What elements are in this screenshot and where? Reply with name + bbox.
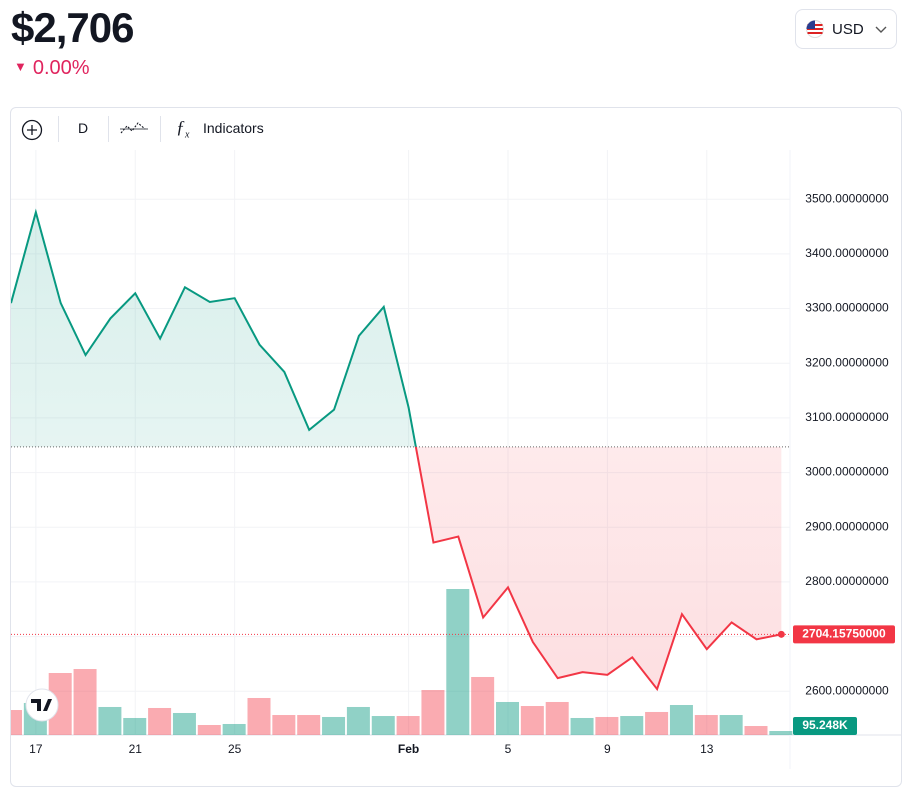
volume-bar (496, 701, 519, 735)
volume-bar (272, 715, 296, 735)
volume-bar (123, 717, 147, 735)
volume-bar (545, 701, 569, 735)
volume-bar (669, 705, 693, 735)
x-tick-label: 17 (29, 742, 43, 756)
logo (25, 688, 59, 722)
separator (108, 116, 109, 142)
flag (806, 20, 824, 38)
volume-bar (11, 710, 22, 735)
chart: 2600.000000002700.000000002800.000000002… (11, 150, 901, 769)
y-tick-label: 3400.00000000 (805, 246, 889, 260)
x-tick-label: 25 (228, 742, 242, 756)
x-tick-label: Feb (398, 742, 419, 756)
area-up (11, 212, 416, 447)
currency-select[interactable]: USD (795, 9, 897, 49)
chevron (875, 26, 887, 33)
price-line-down (414, 446, 782, 692)
volume-bar (197, 725, 221, 735)
x-tick-label: 21 (129, 742, 143, 756)
volume-bar (322, 716, 346, 735)
volume-bar (48, 673, 72, 735)
indicators[interactable]: Indicators (203, 120, 264, 136)
price-line-up (11, 208, 417, 447)
y-tick-label: 2600.00000000 (805, 683, 889, 697)
logo-mark (31, 699, 52, 711)
volume-badge (793, 717, 857, 735)
volume-bar (297, 715, 321, 735)
volume-bar (247, 697, 271, 735)
x-tick-label: 5 (505, 742, 512, 756)
volume-bar (769, 730, 793, 735)
volume-bar (471, 676, 495, 735)
interval[interactable]: D (78, 120, 89, 136)
fx-icon: ƒx (176, 117, 190, 141)
volume-bar (719, 715, 743, 735)
volume-bar (346, 706, 370, 735)
y-tick-label: 3300.00000000 (805, 301, 889, 315)
down-arrow: ▼ (14, 59, 27, 74)
page: {"header": {"price": "$2,706", "change":… (10, 4, 902, 787)
x-tick-label: 9 (604, 742, 611, 756)
y-tick-label: 2800.00000000 (805, 574, 889, 588)
y-tick-label: 2900.00000000 (805, 519, 889, 533)
currency: USD (832, 21, 864, 38)
volume-label: 95.248K (802, 718, 848, 732)
change: ▼ 0.00% (14, 57, 90, 80)
volume-bar (570, 717, 594, 735)
change-value: 0.00% (32, 57, 90, 79)
volume-bar (520, 706, 544, 735)
y-tick-label: 3500.00000000 (805, 191, 889, 205)
volume-bar (73, 669, 97, 735)
volume-bar (744, 726, 768, 735)
add-button[interactable] (21, 119, 43, 141)
volume-bar (148, 707, 172, 735)
volume-bar (595, 716, 619, 735)
volume-bar (421, 690, 445, 735)
separator (58, 116, 59, 142)
chart-type[interactable] (119, 119, 149, 139)
y-tick-label: 3100.00000000 (805, 410, 889, 424)
volume-bar (446, 589, 470, 735)
volume-bar (620, 716, 644, 735)
last-price-label: 2704.15750000 (802, 626, 886, 640)
separator (160, 116, 161, 142)
price: $2,706 (11, 4, 134, 51)
y-tick-label: 3000.00000000 (805, 465, 889, 479)
last-price-badge (793, 625, 895, 644)
volume-bar (645, 711, 669, 735)
last-point (777, 630, 785, 638)
volume-bar (222, 723, 246, 735)
volume-bar (396, 716, 420, 735)
x-tick-label: 13 (700, 742, 714, 756)
volume-bar (371, 716, 395, 735)
volume-bar (694, 715, 718, 735)
area-down (11, 446, 782, 690)
volume-bar (172, 712, 196, 735)
volume-bar (98, 706, 122, 735)
y-tick-label: 3200.00000000 (805, 355, 889, 369)
